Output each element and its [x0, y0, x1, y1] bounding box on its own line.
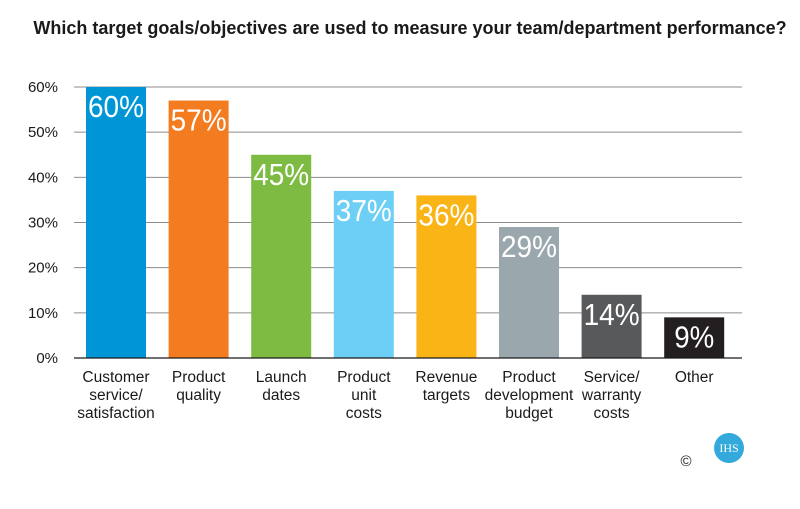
category-label: unit	[351, 387, 377, 404]
category-label: Launch	[256, 369, 307, 386]
data-label: 37%	[336, 193, 392, 228]
data-label: 57%	[171, 103, 227, 138]
category-label: targets	[423, 387, 471, 404]
category-label: warranty	[581, 387, 642, 404]
y-tick-label: 40%	[28, 169, 58, 186]
category-label: Other	[675, 369, 714, 386]
bar	[581, 294, 642, 358]
y-tick-label: 50%	[28, 124, 58, 141]
bar	[416, 195, 477, 358]
bar	[168, 100, 229, 359]
category-label: budget	[505, 405, 553, 422]
data-label: 60%	[88, 89, 144, 124]
category-label: Revenue	[415, 369, 477, 386]
category-label: quality	[176, 387, 221, 404]
bar	[664, 317, 725, 358]
y-tick-label: 0%	[36, 350, 58, 367]
chart-title: Which target goals/objectives are used t…	[33, 18, 786, 38]
category-label: Product	[337, 369, 391, 386]
category-label: costs	[346, 405, 382, 422]
ihs-logo-icon	[714, 433, 744, 463]
category-label: dates	[262, 387, 300, 404]
data-label: 14%	[584, 297, 640, 332]
data-label: 45%	[253, 157, 309, 192]
category-label: satisfaction	[77, 405, 155, 422]
data-label: 36%	[418, 197, 474, 232]
y-tick-label: 20%	[28, 260, 58, 277]
bars	[86, 87, 725, 359]
category-label: Service/	[584, 369, 641, 386]
ihs-logo-text: IHS	[719, 441, 738, 455]
y-tick-label: 60%	[28, 79, 58, 96]
x-axis-categories: Customerservice/satisfactionProductquali…	[77, 369, 713, 422]
y-tick-label: 30%	[28, 215, 58, 232]
copyright-symbol: ©	[680, 453, 691, 470]
y-tick-label: 10%	[28, 305, 58, 322]
data-label: 9%	[674, 319, 714, 354]
bar	[86, 87, 146, 358]
bar	[499, 227, 559, 358]
category-label: costs	[594, 405, 630, 422]
category-label: Product	[172, 369, 226, 386]
bar	[333, 190, 394, 358]
bar	[251, 154, 312, 358]
category-label: service/	[89, 387, 143, 404]
data-label: 29%	[501, 229, 557, 264]
data-labels: 60% 57% 45% 37% 36% 29% 14% 9%	[88, 89, 714, 354]
category-label: development	[485, 387, 574, 404]
category-label: Customer	[82, 369, 149, 386]
y-axis-ticks: 0% 10% 20% 30% 40% 50% 60%	[28, 79, 58, 367]
category-label: Product	[502, 369, 556, 386]
ihs-logo: IHS	[714, 433, 744, 463]
